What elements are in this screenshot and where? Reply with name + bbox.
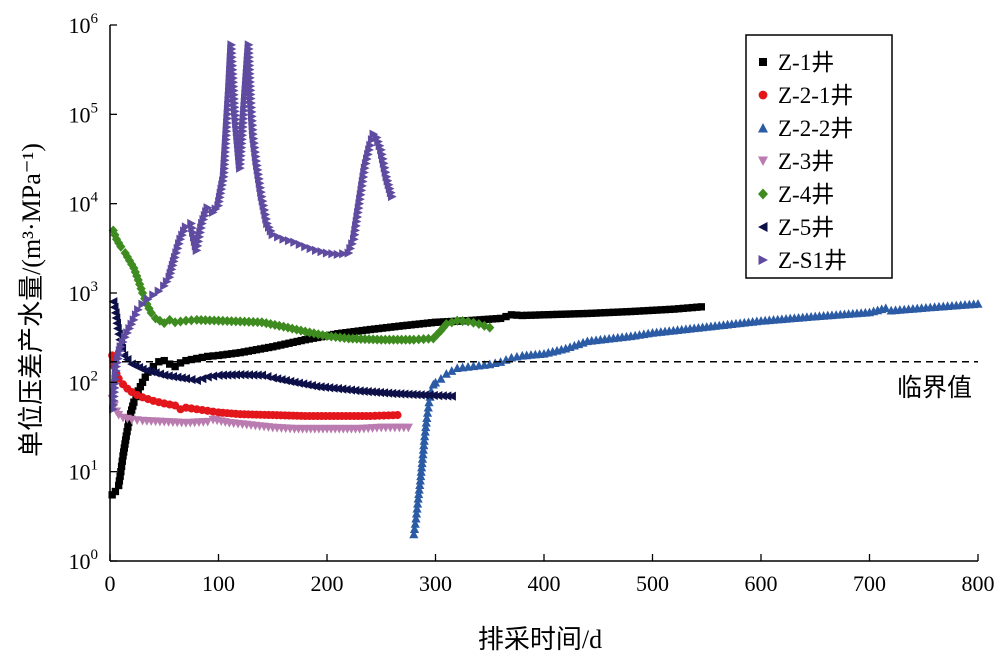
x-tick-label: 400 [528,571,561,596]
x-tick-label: 700 [853,571,886,596]
series-6 [108,297,456,401]
x-tick-label: 100 [202,571,235,596]
x-tick-label: 500 [636,571,669,596]
y-tick-label: 102 [69,368,99,395]
x-axis-ticks: 0 100 200 300 400 500 600 700 800 [105,554,995,596]
series-7 [109,40,397,414]
legend-label: Z-2-2井 [778,116,853,141]
x-tick-label: 800 [962,571,995,596]
y-tick-label: 105 [69,100,99,127]
x-tick-label: 0 [105,571,116,596]
x-tick-label: 600 [745,571,778,596]
y-tick-label: 106 [69,11,99,38]
legend-label: Z-1井 [778,50,834,75]
x-tick-label: 300 [419,571,452,596]
data-point [697,303,705,311]
legend-label: Z-4井 [778,182,834,207]
y-tick-label: 100 [69,547,99,574]
legend-box [745,34,893,279]
legend-marker [759,58,767,66]
legend-label: Z-2-1井 [778,83,853,108]
y-axis-ticks: 100 101 102 103 104 105 106 [69,11,117,574]
legend-marker [758,90,768,100]
y-tick-label: 103 [69,279,99,306]
legend-label: Z-S1井 [778,248,847,273]
y-tick-label: 104 [69,190,99,217]
legend-label: Z-5井 [778,215,834,240]
data-point [393,411,402,420]
legend: Z-1井 Z-2-1井 Z-2-2井 Z-3井 Z-4井 Z-5井 Z-S1井 [745,34,893,279]
series-1 [108,303,705,499]
threshold-label: 临界值 [897,374,972,402]
y-tick-label: 101 [69,458,99,485]
legend-label: Z-3井 [778,149,834,174]
y-axis-title: 单位压差产水量/(m³·MPa⁻¹) [17,143,46,457]
x-tick-label: 200 [311,571,344,596]
series-3 [409,299,983,539]
x-axis-title: 排采时间/d [478,625,602,654]
